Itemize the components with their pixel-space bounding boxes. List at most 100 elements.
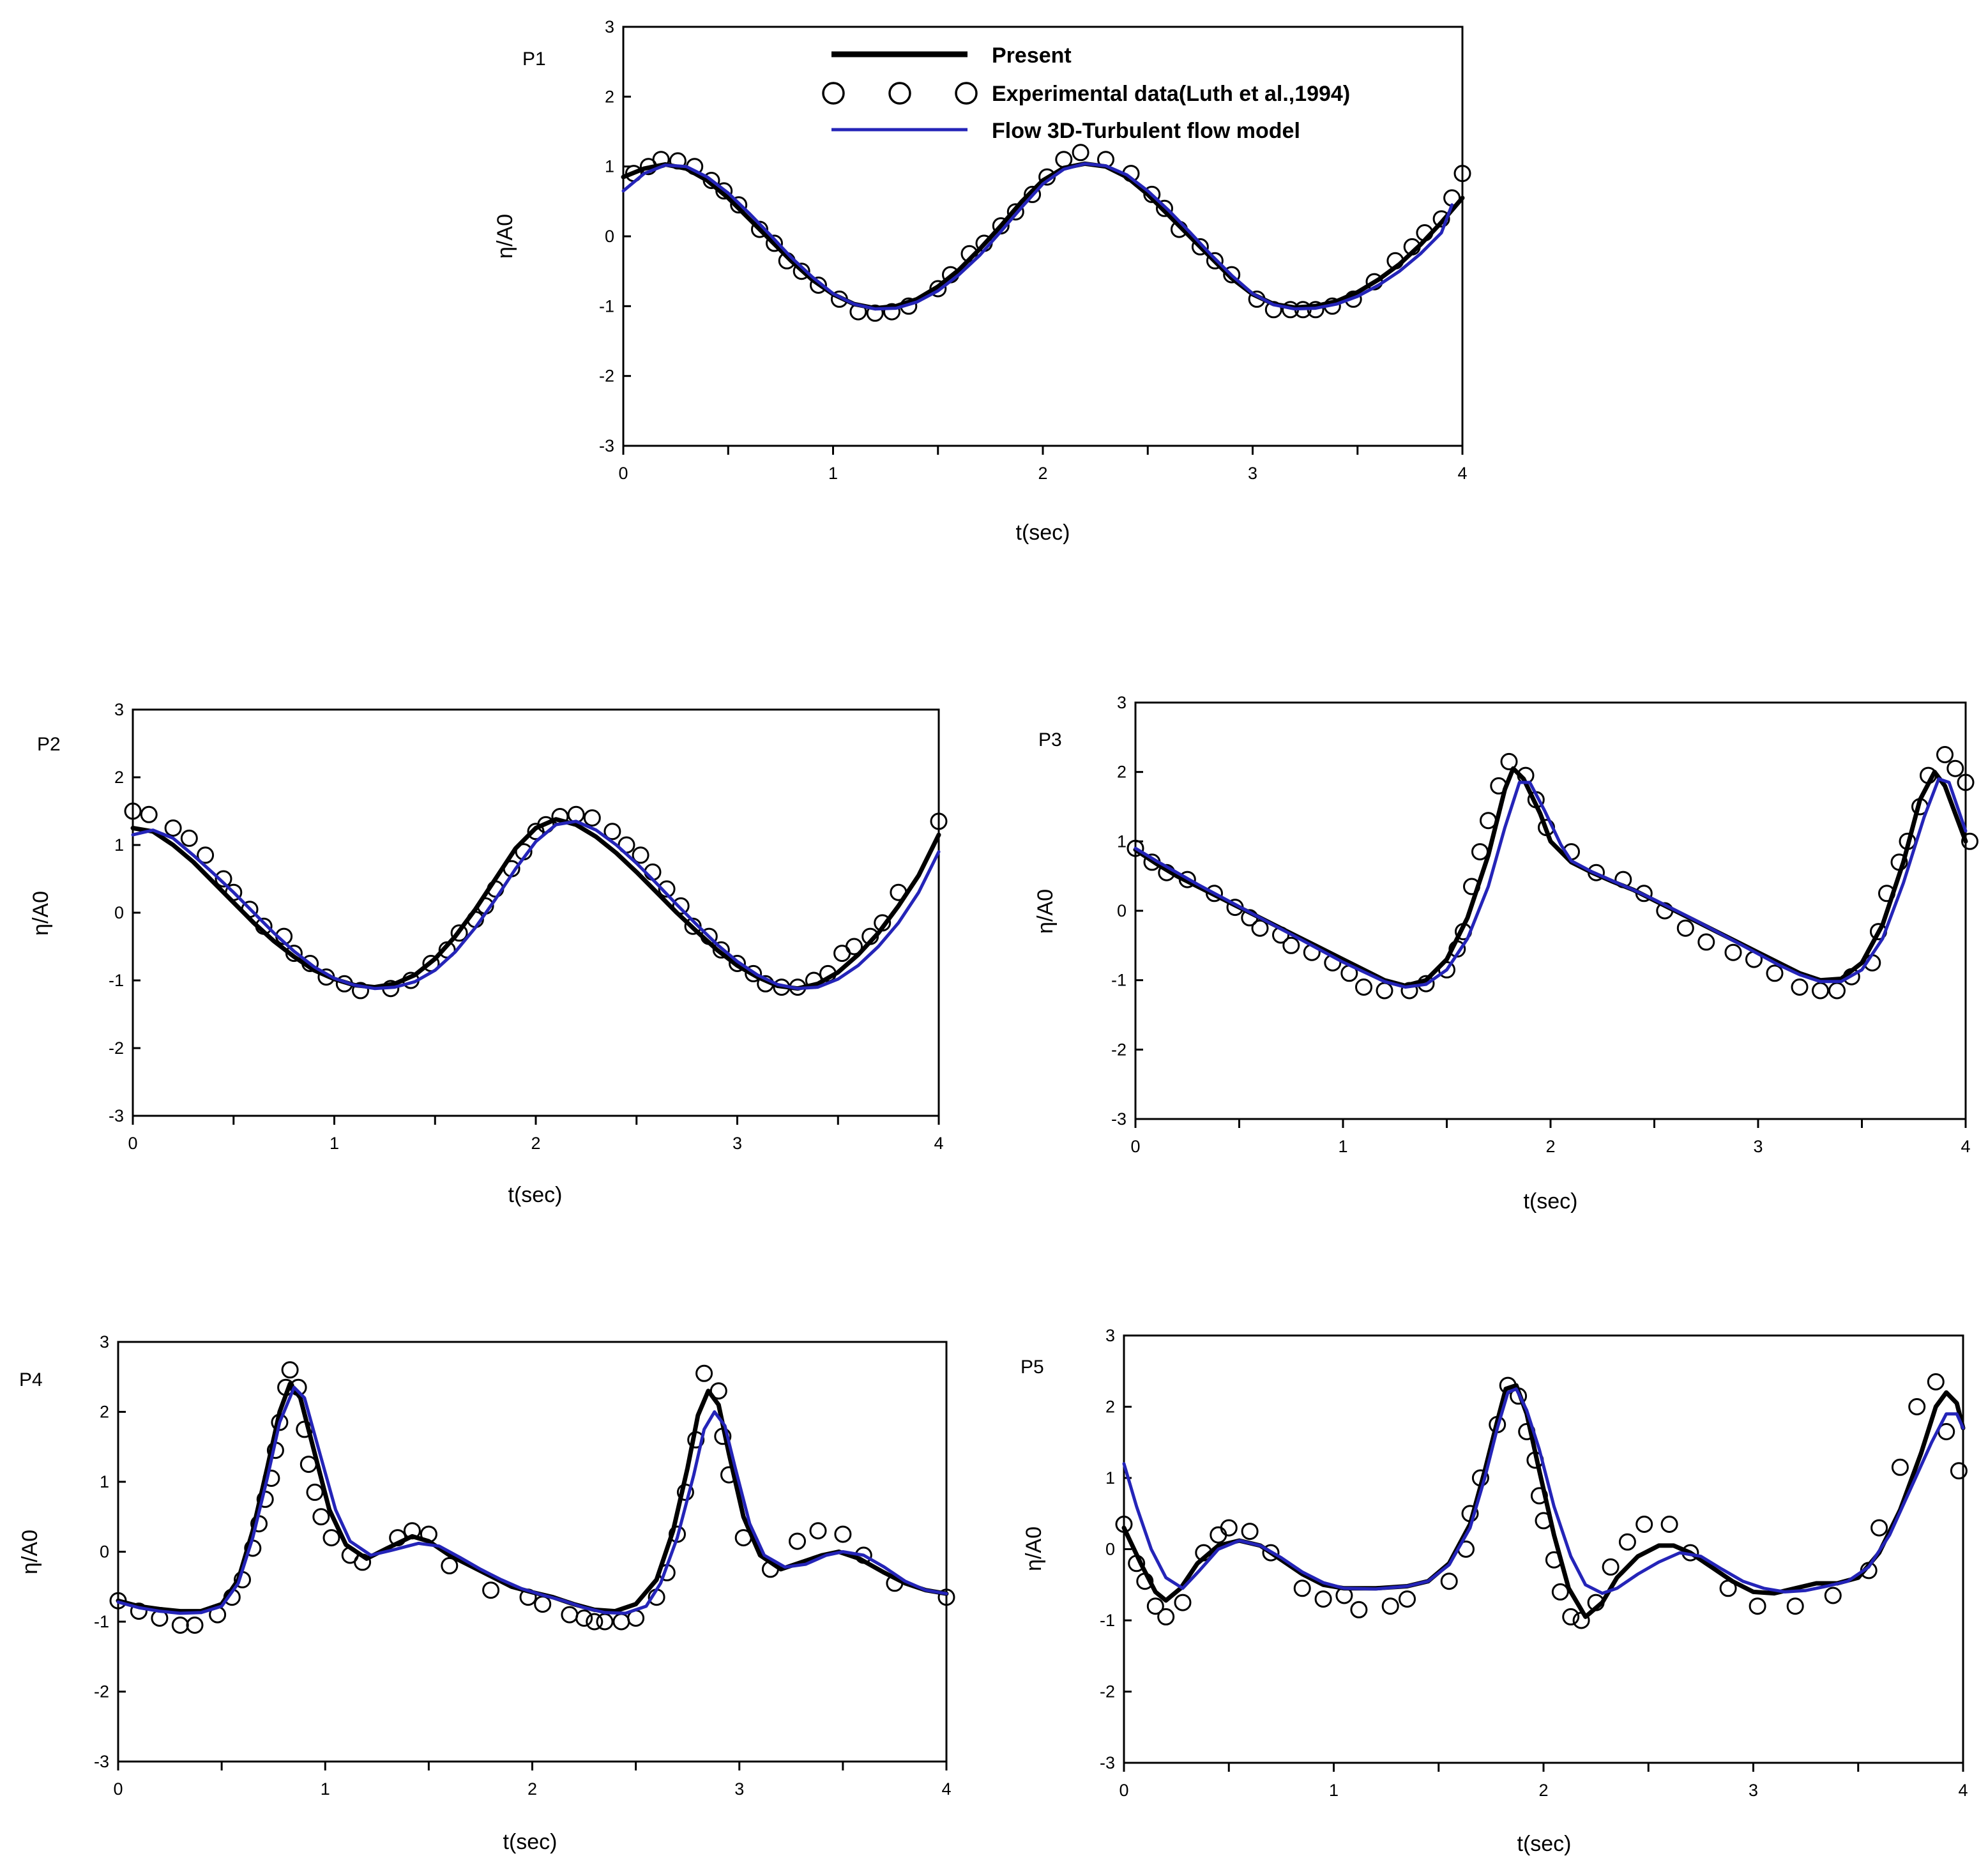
y-axis: -3 -2 -1 0 1 2 3 xyxy=(1100,1326,1132,1772)
y-axis: -3 -2 -1 0 1 2 3 xyxy=(109,700,140,1125)
y-tick-label: 0 xyxy=(100,1542,109,1562)
data-point xyxy=(1293,1580,1311,1597)
y-tick-label: 0 xyxy=(1117,901,1127,920)
data-point xyxy=(197,846,215,864)
data-point xyxy=(1146,1597,1164,1615)
data-point xyxy=(1562,1608,1580,1625)
data-point xyxy=(1602,1558,1620,1576)
y-tick-label: 0 xyxy=(1105,1540,1115,1559)
x-tick-label: 2 xyxy=(1038,464,1047,483)
data-point xyxy=(930,812,948,830)
data-point xyxy=(1660,1516,1678,1533)
y-axis: -3 -2 -1 0 1 2 3 xyxy=(599,17,631,455)
x-tick-label: 3 xyxy=(1749,1781,1758,1800)
x-tick-label: 4 xyxy=(1961,1137,1970,1156)
x-tick-label: 0 xyxy=(618,464,628,483)
data-point xyxy=(809,1522,827,1540)
y-tick-label: -3 xyxy=(1100,1753,1115,1772)
series-layer xyxy=(109,1361,955,1634)
y-tick-label: -1 xyxy=(1100,1611,1115,1630)
x-tick-label: 3 xyxy=(1753,1137,1763,1156)
series-layer xyxy=(124,802,948,1000)
y-tick-label: 3 xyxy=(100,1332,109,1351)
x-tick-label: 1 xyxy=(1329,1781,1339,1800)
y-tick-label: 3 xyxy=(114,700,124,719)
y-tick-label: -2 xyxy=(1111,1040,1127,1059)
data-point xyxy=(1697,933,1715,951)
data-point xyxy=(603,823,621,841)
data-point xyxy=(1156,199,1173,217)
y-axis-title: η/A0 xyxy=(1022,1526,1046,1571)
data-point xyxy=(1241,1523,1259,1541)
series-line-present xyxy=(621,161,1465,311)
panel-label: P3 xyxy=(1038,729,1062,750)
data-point xyxy=(1072,144,1089,162)
panel-label: P5 xyxy=(1021,1357,1044,1378)
x-tick-label: 1 xyxy=(828,464,838,483)
data-point xyxy=(1024,185,1042,203)
data-point xyxy=(810,277,827,294)
x-axis: 0 1 2 3 4 xyxy=(1130,1119,1971,1156)
data-point xyxy=(130,1602,148,1620)
series-layer xyxy=(1127,746,1978,1000)
x-axis: 0 1 2 3 4 xyxy=(1119,1763,1968,1800)
data-point xyxy=(1399,1590,1416,1608)
data-point xyxy=(632,846,649,864)
data-point xyxy=(789,1532,806,1550)
data-point xyxy=(281,1361,299,1379)
data-point xyxy=(1891,1458,1909,1476)
data-point xyxy=(1355,978,1372,996)
data-point xyxy=(712,941,730,959)
x-tick-label: 4 xyxy=(1958,1781,1968,1800)
data-point xyxy=(1908,1398,1926,1415)
x-tick-label: 2 xyxy=(1545,1137,1555,1156)
y-tick-label: 0 xyxy=(114,903,124,922)
x-axis-title: t(sec) xyxy=(1517,1832,1572,1856)
data-point xyxy=(1006,203,1024,221)
x-tick-label: 4 xyxy=(941,1779,951,1799)
data-point xyxy=(1749,1597,1766,1615)
data-point xyxy=(575,1610,593,1627)
data-point xyxy=(1262,1544,1280,1562)
y-tick-label: 2 xyxy=(605,87,614,106)
x-tick-label: 2 xyxy=(1538,1781,1548,1800)
y-axis-title: η/A0 xyxy=(493,214,517,259)
series-line-flow3d xyxy=(1122,1387,1965,1595)
data-point xyxy=(1961,832,1978,850)
x-tick-label: 3 xyxy=(1248,464,1257,483)
legend-flow3d-label: Flow 3D-Turbulent flow model xyxy=(992,119,1300,143)
data-point xyxy=(322,1529,340,1547)
data-point xyxy=(883,303,900,321)
y-tick-label: 2 xyxy=(1105,1397,1115,1417)
y-tick-label: 2 xyxy=(100,1403,109,1422)
y-tick-label: 3 xyxy=(605,17,614,36)
x-tick-label: 4 xyxy=(1457,464,1467,483)
x-axis: 0 1 2 3 4 xyxy=(113,1762,952,1799)
data-point xyxy=(1174,1594,1192,1611)
y-tick-label: 2 xyxy=(1117,763,1127,782)
data-point xyxy=(1618,1533,1636,1551)
data-point xyxy=(751,220,768,238)
x-axis-title: t(sec) xyxy=(503,1830,558,1854)
data-point xyxy=(1143,185,1161,203)
panel-label: P1 xyxy=(522,49,546,70)
data-point xyxy=(1791,978,1809,996)
data-point xyxy=(1223,266,1241,284)
data-point xyxy=(695,1364,713,1382)
x-tick-label: 1 xyxy=(1338,1137,1347,1156)
x-axis-title: t(sec) xyxy=(1524,1189,1578,1214)
legend: Present Experimental data(Luth et al.,19… xyxy=(822,43,1350,143)
data-point xyxy=(937,1588,955,1606)
data-point xyxy=(1282,936,1300,954)
y-axis: -3 -2 -1 0 1 2 3 xyxy=(94,1332,126,1771)
y-tick-label: 1 xyxy=(114,835,124,855)
x-axis-title: t(sec) xyxy=(1016,521,1070,545)
data-point xyxy=(1824,1587,1842,1604)
y-tick-label: 3 xyxy=(1117,693,1127,712)
x-axis: 0 1 2 3 4 xyxy=(128,1116,944,1153)
y-tick-label: -3 xyxy=(1111,1109,1127,1129)
data-point xyxy=(164,819,182,837)
data-point xyxy=(1950,1462,1968,1480)
panel-p5: -3 -2 -1 0 1 2 3 0 1 2 3 4 P5 t(sec) η/A0 xyxy=(1021,1326,1968,1856)
panel-p1: -3 -2 -1 0 1 2 3 0 1 2 3 4 P1 t(sec) η/A0 Present … xyxy=(493,17,1471,545)
